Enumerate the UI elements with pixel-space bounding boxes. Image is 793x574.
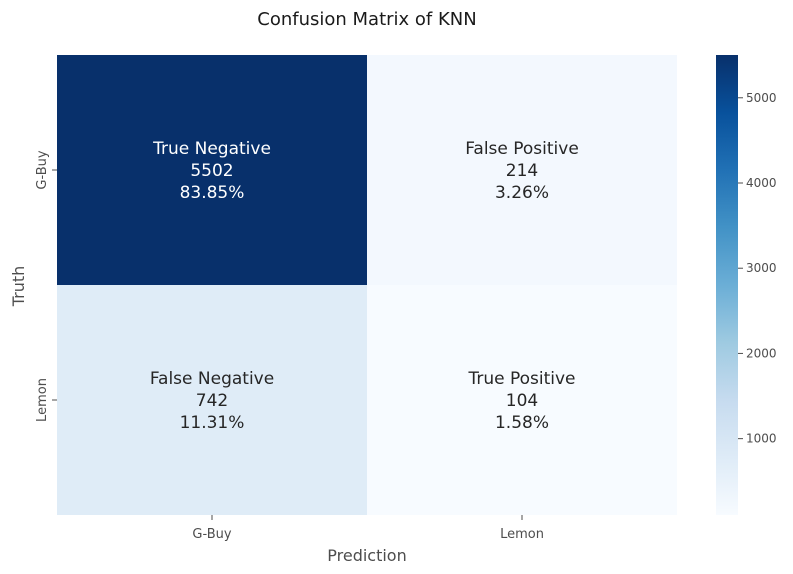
cell-count-label: 5502 (190, 161, 233, 181)
colorbar-tick-label: 3000 (746, 261, 777, 275)
y-axis-label: Truth (9, 266, 28, 308)
colorbar-tick-label: 2000 (746, 346, 777, 360)
x-tick-label: G-Buy (192, 527, 231, 542)
colorbar-tick-label: 1000 (746, 432, 777, 446)
cell-percent-label: 11.31% (180, 413, 245, 433)
heatmap-cell (57, 55, 367, 285)
cell-category-label: True Negative (152, 139, 271, 159)
colorbar-tick-label: 4000 (746, 176, 777, 190)
cell-count-label: 104 (506, 391, 538, 411)
cell-category-label: True Positive (467, 369, 575, 389)
cell-percent-label: 83.85% (180, 183, 245, 203)
colorbar-ticks: 1000 2000 3000 4000 5000 (738, 91, 777, 446)
cell-count-label: 742 (196, 391, 228, 411)
cell-percent-label: 3.26% (495, 183, 549, 203)
cell-category-label: False Positive (465, 139, 579, 159)
chart-title: Confusion Matrix of KNN (257, 9, 476, 30)
y-tick-label: G-Buy (35, 150, 50, 189)
heatmap-cell (367, 285, 677, 515)
cell-count-label: 214 (506, 161, 538, 181)
heatmap-cell (57, 285, 367, 515)
x-axis-label: Prediction (327, 546, 406, 565)
cell-percent-label: 1.58% (495, 413, 549, 433)
x-tick-label: Lemon (500, 527, 544, 542)
axis-ticks: G-Buy Lemon G-Buy Lemon (35, 150, 544, 542)
colorbar-tick-label: 5000 (746, 91, 777, 105)
colorbar (716, 55, 738, 515)
y-tick-label: Lemon (35, 378, 50, 422)
cell-category-label: False Negative (150, 369, 274, 389)
heatmap-cell (367, 55, 677, 285)
